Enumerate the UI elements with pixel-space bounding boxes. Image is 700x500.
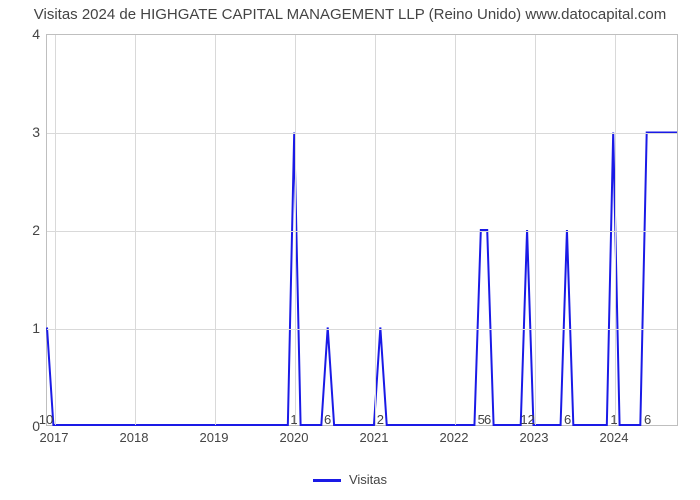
peak-label: 12 — [520, 412, 534, 427]
grid-line — [455, 35, 456, 425]
x-tick-label: 2021 — [360, 430, 389, 445]
legend-label: Visitas — [349, 472, 387, 487]
x-tick-label: 2024 — [600, 430, 629, 445]
peak-label: 6 — [644, 412, 651, 427]
peak-label: 1 — [610, 412, 617, 427]
y-tick-label: 4 — [10, 26, 40, 42]
grid-line — [47, 231, 677, 232]
chart-container: Visitas 2024 de HIGHGATE CAPITAL MANAGEM… — [0, 0, 700, 500]
grid-line — [55, 35, 56, 425]
x-tick-label: 2019 — [200, 430, 229, 445]
y-tick-label: 2 — [10, 222, 40, 238]
legend: Visitas — [0, 472, 700, 487]
x-tick-label: 2023 — [520, 430, 549, 445]
y-tick-label: 0 — [10, 418, 40, 434]
peak-label: 6 — [324, 412, 331, 427]
plot-area — [46, 34, 678, 426]
peak-label: 1 — [290, 412, 297, 427]
x-tick-label: 2017 — [40, 430, 69, 445]
y-tick-label: 1 — [10, 320, 40, 336]
x-tick-label: 2022 — [440, 430, 469, 445]
data-line — [47, 35, 677, 425]
grid-line — [215, 35, 216, 425]
grid-line — [295, 35, 296, 425]
legend-swatch — [313, 479, 341, 482]
x-tick-label: 2018 — [120, 430, 149, 445]
y-tick-label: 3 — [10, 124, 40, 140]
grid-line — [375, 35, 376, 425]
grid-line — [47, 133, 677, 134]
x-tick-label: 2020 — [280, 430, 309, 445]
peak-label: 6 — [484, 412, 491, 427]
grid-line — [135, 35, 136, 425]
peak-label: 2 — [377, 412, 384, 427]
grid-line — [615, 35, 616, 425]
chart-title: Visitas 2024 de HIGHGATE CAPITAL MANAGEM… — [0, 6, 700, 23]
grid-line — [47, 329, 677, 330]
grid-line — [535, 35, 536, 425]
peak-label: 6 — [564, 412, 571, 427]
peak-label: 10 — [39, 412, 53, 427]
